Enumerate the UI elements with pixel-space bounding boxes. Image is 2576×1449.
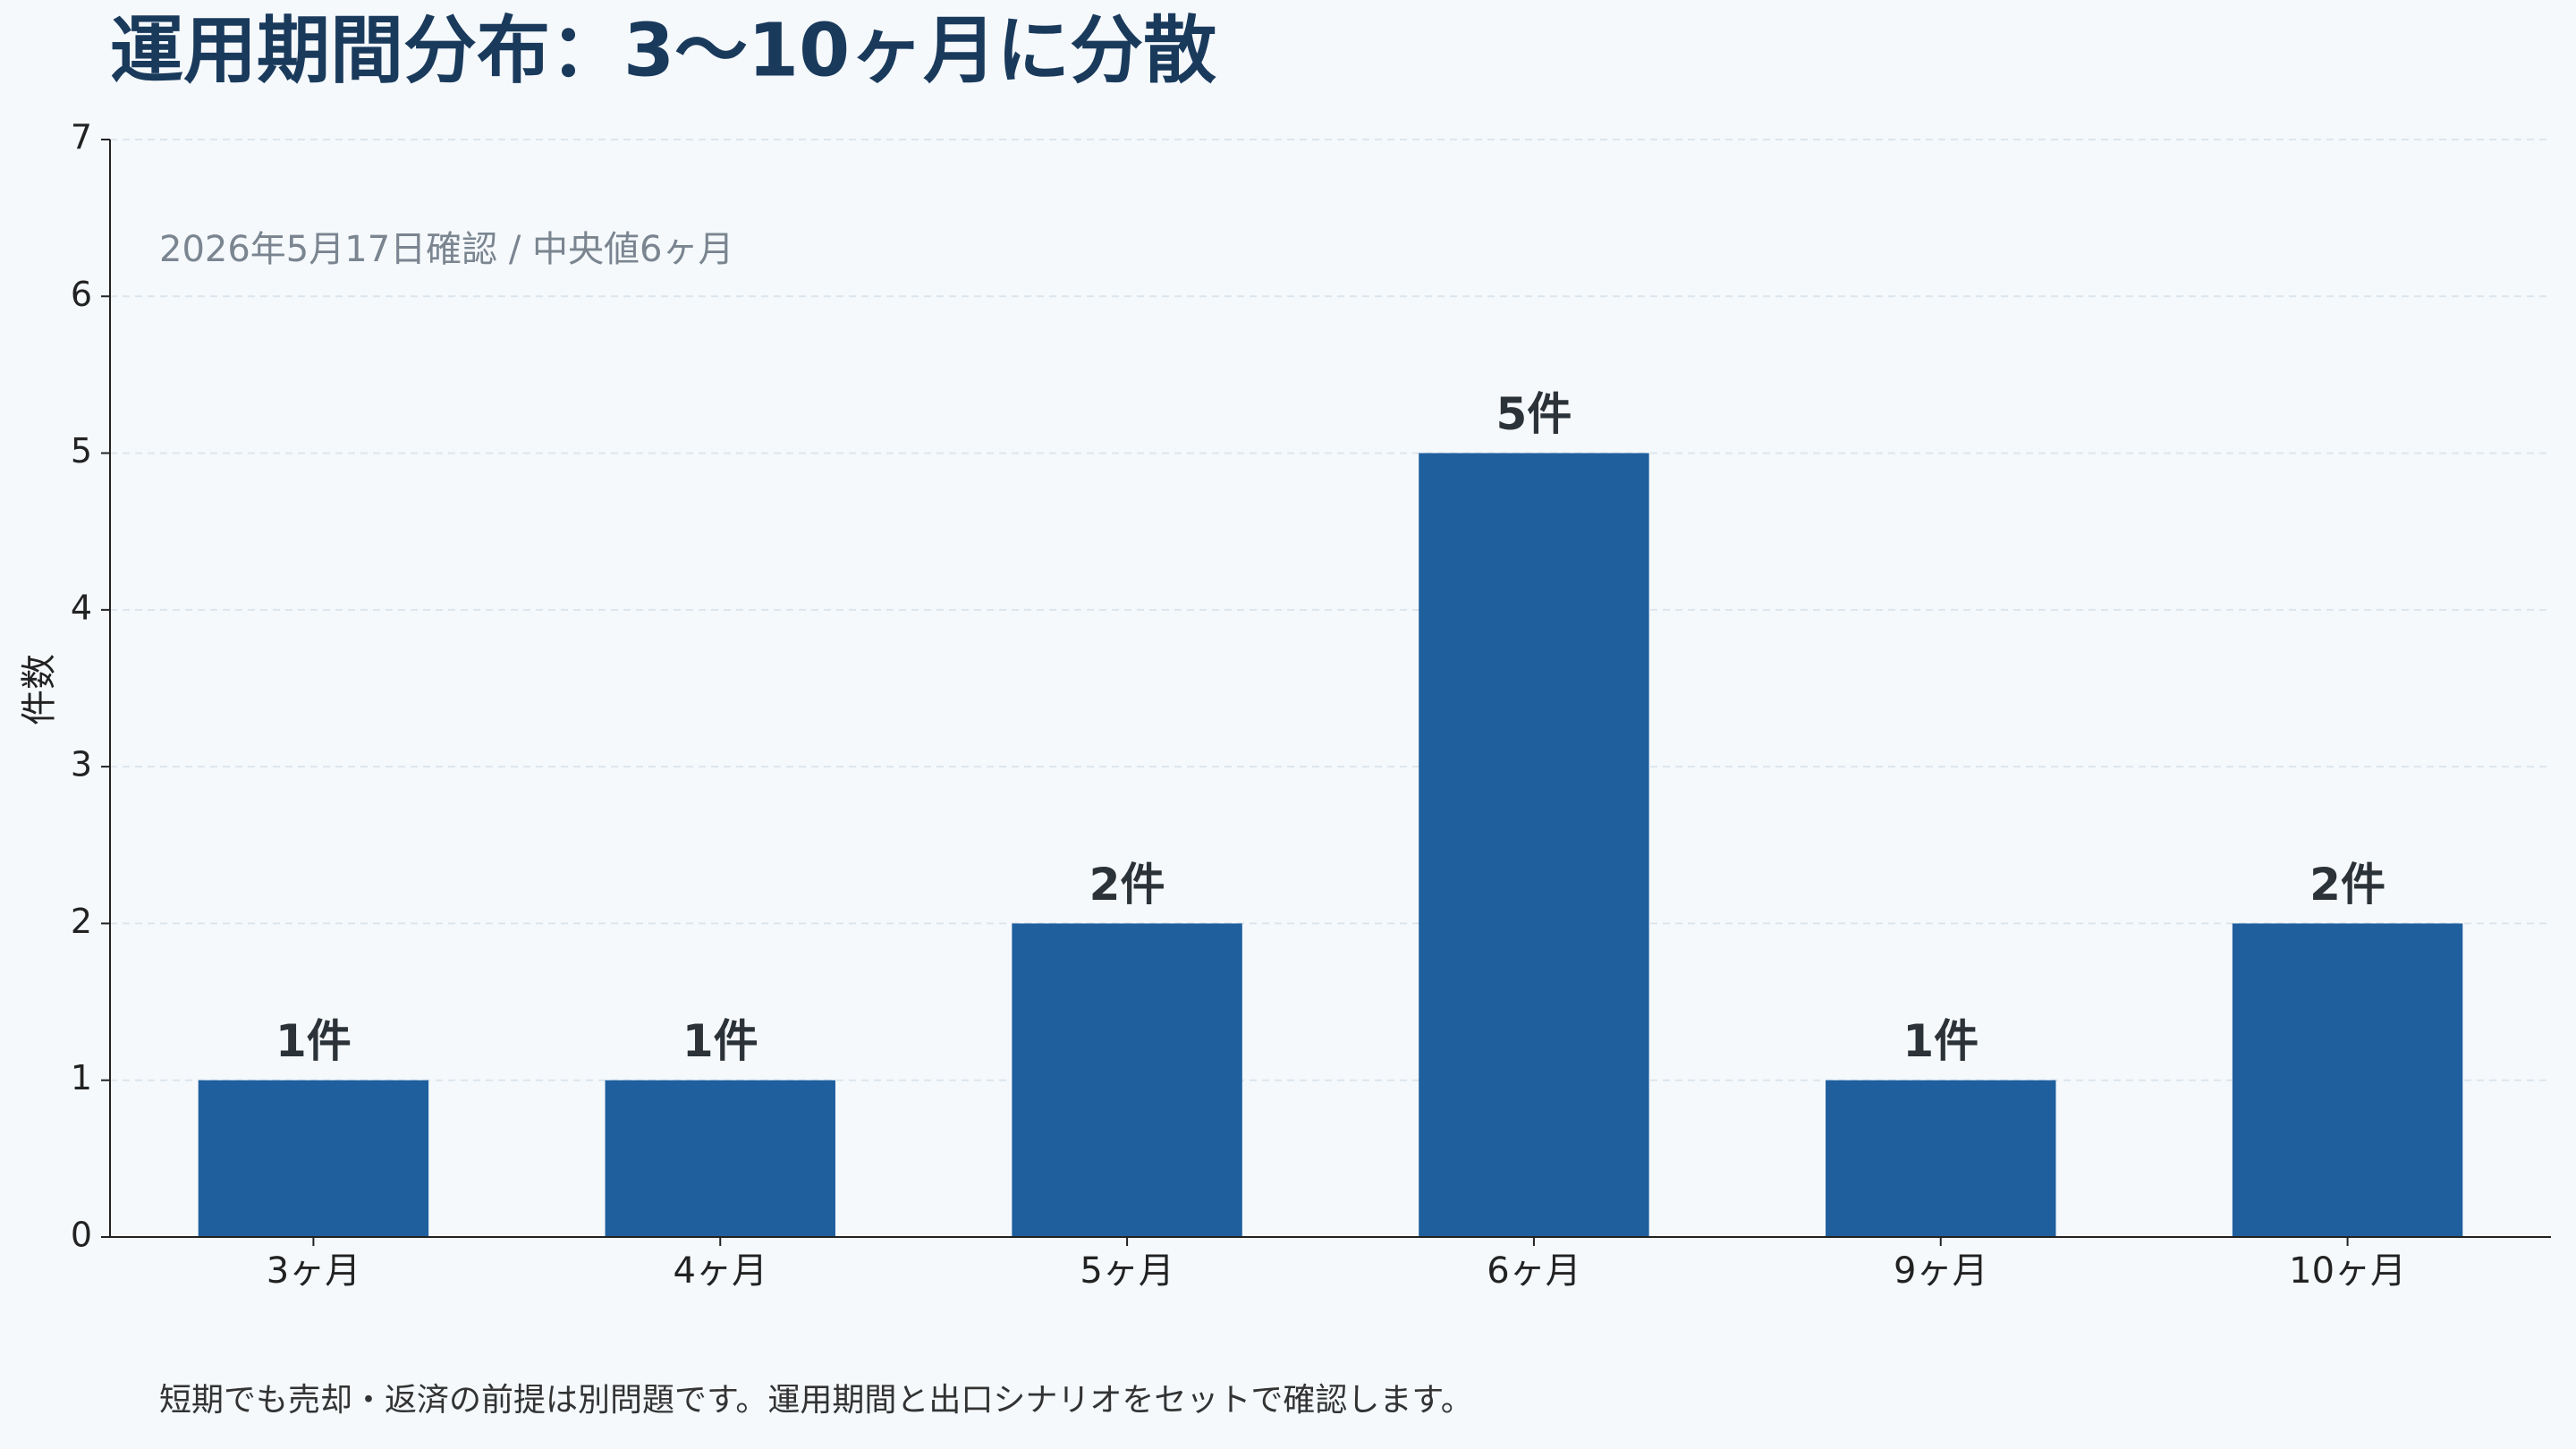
value-label: 2件	[1089, 859, 1165, 911]
y-tick-label: 5	[71, 431, 92, 470]
subtitle: 2026年5月17日確認 / 中央値6ヶ月	[159, 229, 734, 270]
value-label: 1件	[1902, 1015, 1979, 1067]
footnote: 短期でも売却・返済の前提は別問題です。運用期間と出口シナリオをセットで確認します…	[159, 1382, 1473, 1419]
y-tick-label: 0	[71, 1216, 92, 1255]
bar	[1012, 923, 1242, 1237]
value-label: 2件	[2309, 859, 2385, 911]
value-label: 1件	[682, 1015, 758, 1067]
chart-title: 運用期間分布：3〜10ヶ月に分散	[110, 8, 1216, 93]
bar	[1419, 453, 1649, 1238]
bar	[605, 1080, 835, 1237]
x-tick-label: 5ヶ月	[1080, 1250, 1174, 1292]
y-tick-label: 7	[71, 118, 92, 157]
y-tick-label: 1	[71, 1058, 92, 1097]
y-tick-label: 2	[71, 902, 92, 941]
x-tick-label: 4ヶ月	[674, 1250, 767, 1292]
x-tick-label: 10ヶ月	[2289, 1250, 2406, 1292]
bar	[1826, 1080, 2056, 1237]
y-axis-label: 件数	[19, 654, 60, 725]
x-tick-label: 6ヶ月	[1487, 1250, 1580, 1292]
bar	[198, 1080, 429, 1237]
y-tick-label: 3	[71, 745, 92, 784]
y-tick-label: 6	[71, 275, 92, 314]
value-label: 5件	[1496, 388, 1572, 440]
value-label: 1件	[275, 1015, 352, 1067]
bar	[2232, 923, 2463, 1237]
y-tick-label: 4	[71, 588, 92, 627]
x-tick-label: 9ヶ月	[1894, 1250, 1987, 1292]
x-tick-label: 3ヶ月	[267, 1250, 360, 1292]
